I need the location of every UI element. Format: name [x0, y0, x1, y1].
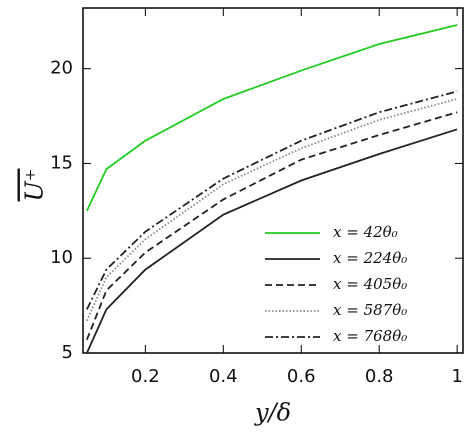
- plot-frame: [82, 7, 464, 354]
- x-tick-label: 1: [451, 366, 462, 387]
- x-tick-label: 0.6: [287, 366, 316, 387]
- y-axis-label: U⁺: [21, 169, 49, 202]
- series-line: [86, 128, 458, 354]
- series-line: [86, 90, 458, 310]
- y-tick-label: 10: [50, 247, 73, 268]
- legend-label: x = 42θ₀: [333, 223, 398, 241]
- legend-label: x = 587θ₀: [333, 301, 407, 319]
- y-tick-label: 15: [50, 152, 73, 173]
- series-line: [86, 111, 458, 341]
- legend-label: x = 768θ₀: [333, 327, 407, 345]
- x-axis-label: y/δ: [254, 399, 291, 427]
- x-tick-label: 0.4: [209, 366, 238, 387]
- x-tick-label: 0.8: [365, 366, 394, 387]
- y-tick-label: 5: [62, 342, 73, 363]
- x-tick-label: 0.2: [131, 366, 160, 387]
- series-line: [86, 24, 458, 212]
- legend-label: x = 405θ₀: [333, 275, 407, 293]
- legend-label: x = 224θ₀: [333, 249, 407, 267]
- y-tick-label: 20: [50, 58, 73, 79]
